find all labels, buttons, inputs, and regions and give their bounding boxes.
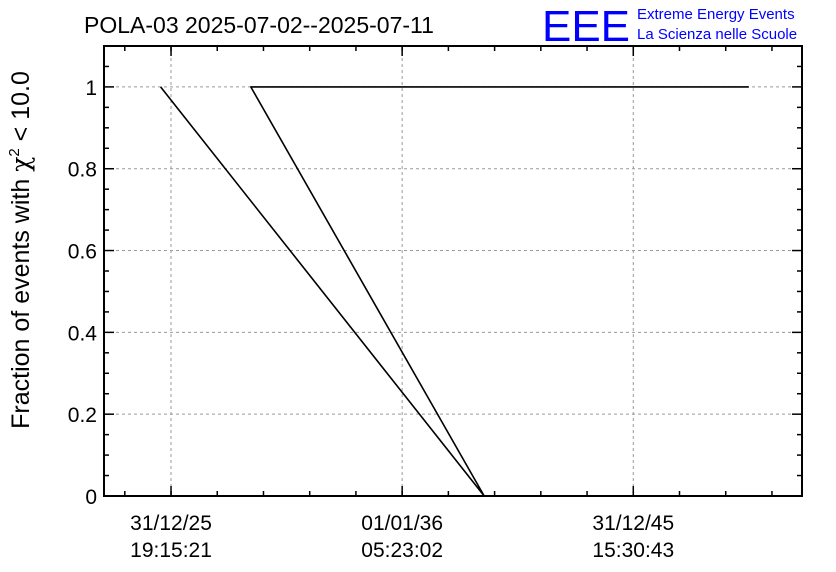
- plot-frame: [103, 45, 803, 497]
- y-axis-label-superscript: 2: [6, 148, 23, 156]
- x-tick-label-time: 15:30:43: [592, 539, 674, 562]
- chart-title: POLA-03 2025-07-02--2025-07-11: [84, 12, 434, 38]
- grid: [104, 46, 802, 496]
- eee-logo-text: EEE: [542, 2, 630, 51]
- y-tick-label: 0: [85, 486, 97, 509]
- tick-labels: 0 0.2 0.4 0.6 0.8 1 31/12/25 19:15:21 01/01/36 05…: [68, 77, 674, 562]
- x-tick-label-time: 05:23:02: [361, 539, 443, 562]
- x-tick-label-date: 01/01/36: [361, 512, 443, 535]
- y-tick-label: 1: [85, 77, 97, 100]
- y-axis-label-chi: χ: [6, 157, 35, 172]
- series-layer: [159, 86, 749, 497]
- series-line: [159, 86, 749, 497]
- y-tick-label: 0.2: [68, 404, 97, 427]
- org-name-line2: La Scienza nelle Scuole: [637, 26, 797, 43]
- y-tick-label: 0.4: [68, 322, 98, 345]
- y-axis-label-suffix: < 10.0: [7, 71, 35, 148]
- y-axis-label: Fraction of events with χ2 < 10.0: [6, 71, 35, 429]
- y-tick-label: 0.8: [68, 159, 97, 182]
- org-name-line1: Extreme Energy Events: [637, 6, 795, 23]
- x-tick-label-date: 31/12/45: [592, 512, 674, 535]
- x-tick-label-date: 31/12/25: [130, 512, 212, 535]
- y-tick-label: 0.6: [68, 241, 97, 264]
- eee-logo: EEE Extreme Energy Events La Scienza nel…: [542, 2, 797, 51]
- y-axis-label-prefix: Fraction of events with: [7, 172, 35, 429]
- x-tick-label-time: 19:15:21: [130, 539, 212, 562]
- axes: [103, 45, 803, 497]
